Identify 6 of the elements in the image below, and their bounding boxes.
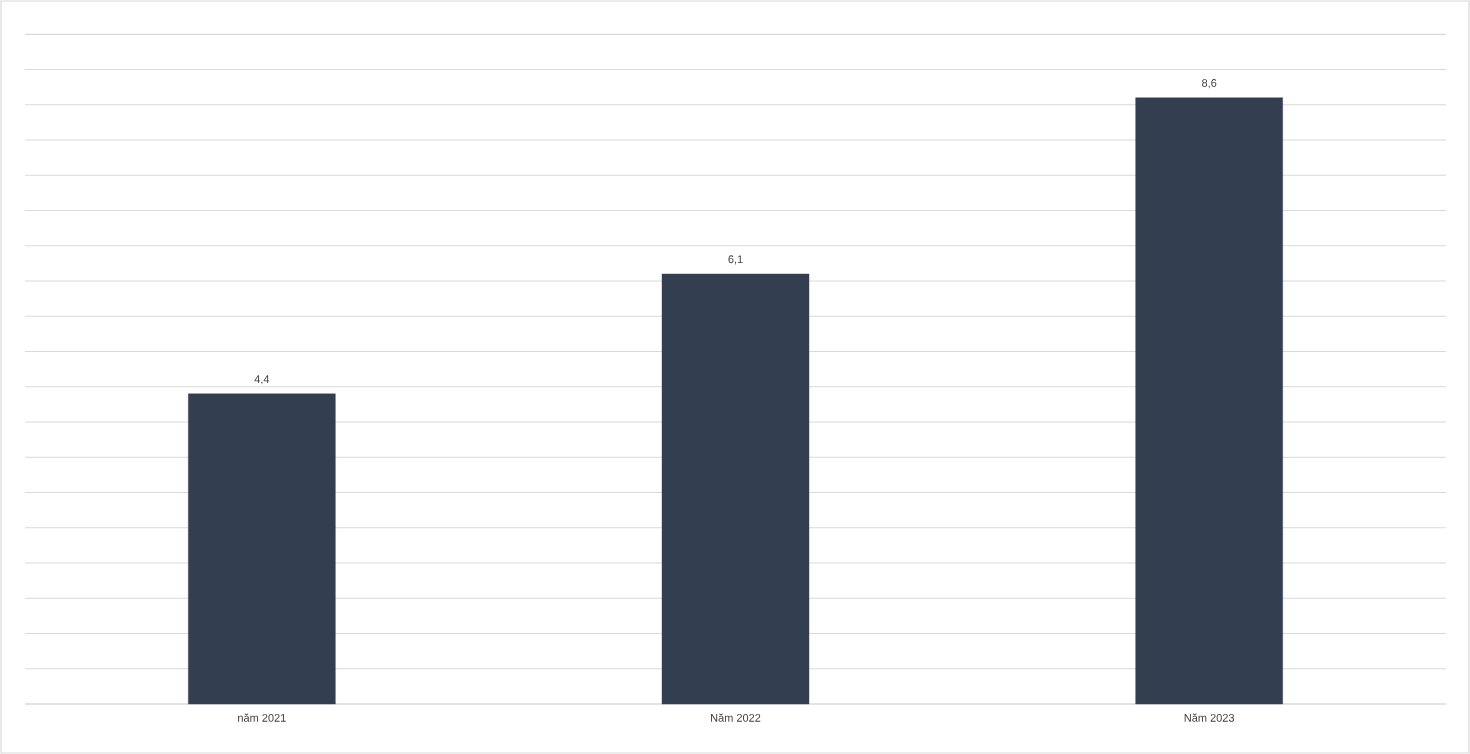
x-tick-label: năm 2021 xyxy=(238,713,286,722)
data-label: 8,6 xyxy=(1202,79,1217,89)
data-label: 4,4 xyxy=(254,375,270,385)
data-label: 6,1 xyxy=(728,255,743,265)
x-tick-label: Năm 2022 xyxy=(711,713,761,722)
x-tick-label: Năm 2023 xyxy=(1184,713,1235,722)
